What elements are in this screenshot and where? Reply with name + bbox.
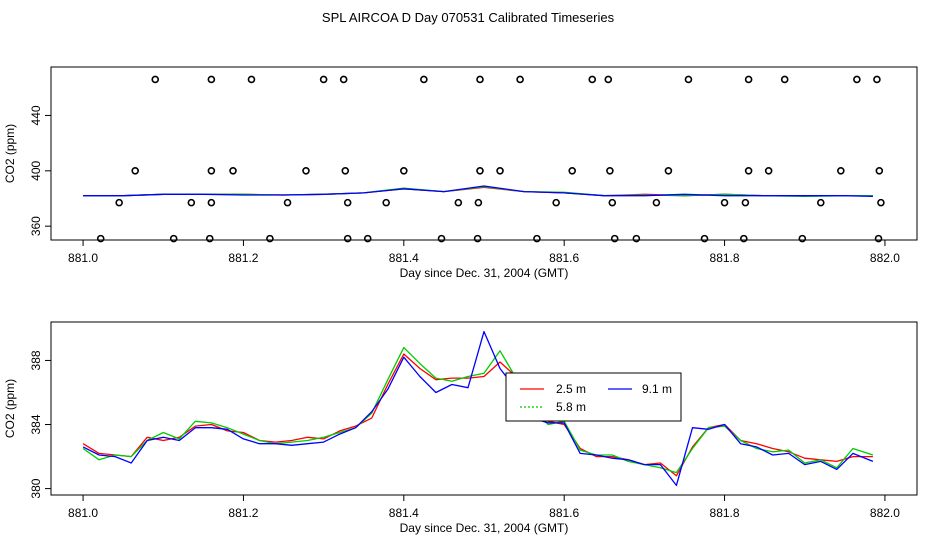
outlier-point xyxy=(604,75,613,84)
outlier-point xyxy=(363,234,372,243)
chart-title: SPL AIRCOA D Day 070531 Calibrated Times… xyxy=(322,10,615,25)
bot-y-tick-label: 384 xyxy=(29,414,43,434)
top-x-tick-label: 881.4 xyxy=(389,251,419,265)
bot-x-tick-label: 881.0 xyxy=(68,506,98,520)
outlier-point xyxy=(207,167,216,175)
outlier-point xyxy=(588,75,597,84)
outlier-point xyxy=(151,75,160,84)
outlier-point xyxy=(382,198,390,207)
outlier-point xyxy=(96,234,105,243)
outlier-point xyxy=(283,198,292,207)
outlier-point xyxy=(606,167,614,175)
bot-x-tick-label: 881.2 xyxy=(228,506,258,520)
bot-x-tick-label: 881.6 xyxy=(549,506,579,520)
outlier-point xyxy=(720,198,729,207)
bottom-plot-frame xyxy=(50,321,918,496)
outlier-point xyxy=(664,167,673,175)
bot-x-tick-label: 881.4 xyxy=(389,506,419,520)
outlier-point xyxy=(496,167,504,175)
series-line-9-1-m xyxy=(82,330,874,487)
outlier-point xyxy=(533,234,541,243)
outlier-point xyxy=(744,75,753,84)
outlier-point xyxy=(302,167,310,175)
outlier-point xyxy=(437,234,446,243)
outlier-point xyxy=(205,234,214,243)
outlier-point xyxy=(474,198,483,207)
top-x-tick-label: 882.0 xyxy=(870,251,900,265)
outlier-point xyxy=(739,234,748,243)
top-x-tick-label: 881.2 xyxy=(228,251,258,265)
outlier-point xyxy=(652,198,661,207)
legend-label-9-1m: 9.1 m xyxy=(642,382,672,396)
outlier-point xyxy=(700,234,709,243)
outlier-point xyxy=(420,75,428,84)
outlier-point xyxy=(608,198,617,207)
outlier-point xyxy=(115,198,123,207)
series-line-9-1-m xyxy=(83,185,873,198)
outlier-point xyxy=(476,167,484,175)
outlier-point xyxy=(454,198,463,207)
outlier-point xyxy=(873,75,881,84)
bottom-x-axis-label: Day since Dec. 31, 2004 (GMT) xyxy=(400,521,569,535)
outlier-point xyxy=(568,167,577,175)
outlier-point xyxy=(207,75,216,84)
outlier-point xyxy=(266,234,274,243)
top-x-tick-label: 881.8 xyxy=(710,251,740,265)
outlier-point xyxy=(764,167,773,175)
outlier-point xyxy=(875,167,884,175)
outlier-point xyxy=(473,234,482,243)
series-line-2-5-m xyxy=(82,353,873,477)
legend-box xyxy=(505,372,682,422)
outlier-point xyxy=(853,75,861,84)
outlier-point xyxy=(131,167,139,175)
bot-x-tick-label: 881.8 xyxy=(710,506,740,520)
outlier-point xyxy=(684,75,693,84)
top-x-tick-label: 881.0 xyxy=(68,251,98,265)
outlier-point xyxy=(744,167,753,175)
top-y-tick-label: 440 xyxy=(29,105,43,125)
outlier-point xyxy=(341,167,350,175)
outlier-point xyxy=(247,75,256,84)
outlier-point xyxy=(339,75,348,84)
outlier-point xyxy=(837,167,845,175)
outlier-point xyxy=(319,75,328,84)
outlier-point xyxy=(877,198,885,207)
bottom-panel: 881.0 881.2 881.4 881.6 881.8 882.0380384388 … xyxy=(3,321,918,535)
outlier-point xyxy=(516,75,524,84)
bot-x-tick-label: 882.0 xyxy=(870,506,900,520)
top-y-axis-label: CO2 (ppm) xyxy=(3,124,17,183)
outlier-point xyxy=(476,75,484,84)
outlier-point xyxy=(610,234,619,243)
top-x-tick-label: 881.6 xyxy=(549,251,579,265)
legend: 2.5 m 5.8 m 9.1 m xyxy=(505,372,682,422)
outlier-point xyxy=(798,234,807,243)
outlier-point xyxy=(343,234,352,243)
top-panel: 881.0 881.2 881.4 881.6 881.8 882.0360400440 … xyxy=(3,66,918,280)
outlier-point xyxy=(780,75,789,84)
top-y-tick-label: 400 xyxy=(29,160,43,180)
legend-label-2-5m: 2.5 m xyxy=(556,382,586,396)
top-x-axis-label: Day since Dec. 31, 2004 (GMT) xyxy=(400,266,569,280)
outlier-point xyxy=(187,198,196,207)
bottom-y-axis-label: CO2 (ppm) xyxy=(3,379,17,438)
legend-label-5-8m: 5.8 m xyxy=(556,400,586,414)
top-y-tick-label: 360 xyxy=(29,216,43,236)
outlier-point xyxy=(816,198,825,207)
bot-y-tick-label: 388 xyxy=(29,350,43,370)
outlier-point xyxy=(874,234,883,243)
top-plot-frame xyxy=(50,66,918,241)
outlier-point xyxy=(343,198,352,207)
outlier-point xyxy=(400,167,408,175)
outlier-point xyxy=(207,198,216,207)
outlier-point xyxy=(632,234,641,243)
outlier-point xyxy=(169,234,178,243)
series-line-5-8-m xyxy=(82,346,874,474)
outlier-point xyxy=(552,198,560,207)
bot-y-tick-label: 380 xyxy=(29,478,43,498)
outlier-point xyxy=(229,167,237,175)
outlier-point xyxy=(741,198,750,207)
